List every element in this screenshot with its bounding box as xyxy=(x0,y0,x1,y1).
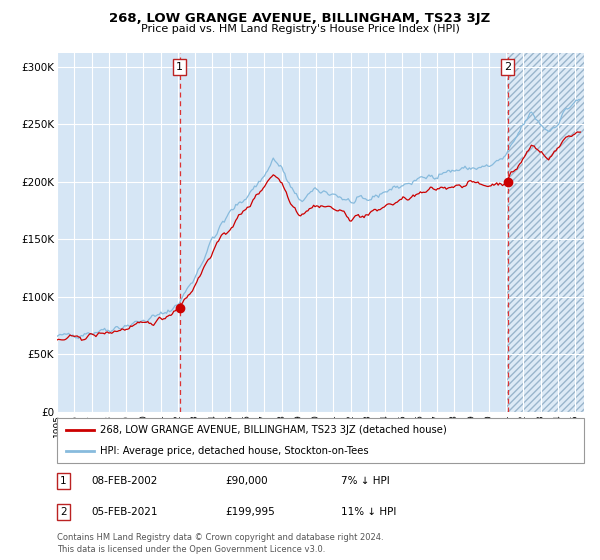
Text: 08-FEB-2002: 08-FEB-2002 xyxy=(91,476,158,486)
Text: 2: 2 xyxy=(60,507,67,517)
Text: HPI: Average price, detached house, Stockton-on-Tees: HPI: Average price, detached house, Stoc… xyxy=(100,446,369,456)
FancyBboxPatch shape xyxy=(57,418,584,463)
Text: £199,995: £199,995 xyxy=(226,507,275,517)
Text: 05-FEB-2021: 05-FEB-2021 xyxy=(91,507,158,517)
Text: 7% ↓ HPI: 7% ↓ HPI xyxy=(341,476,390,486)
Text: £90,000: £90,000 xyxy=(226,476,268,486)
Text: Contains HM Land Registry data © Crown copyright and database right 2024.
This d: Contains HM Land Registry data © Crown c… xyxy=(57,533,383,554)
Text: 11% ↓ HPI: 11% ↓ HPI xyxy=(341,507,397,517)
Text: Price paid vs. HM Land Registry's House Price Index (HPI): Price paid vs. HM Land Registry's House … xyxy=(140,24,460,34)
Text: 2: 2 xyxy=(504,62,511,72)
Text: 1: 1 xyxy=(176,62,183,72)
Text: 268, LOW GRANGE AVENUE, BILLINGHAM, TS23 3JZ: 268, LOW GRANGE AVENUE, BILLINGHAM, TS23… xyxy=(109,12,491,25)
Text: 268, LOW GRANGE AVENUE, BILLINGHAM, TS23 3JZ (detached house): 268, LOW GRANGE AVENUE, BILLINGHAM, TS23… xyxy=(100,426,447,436)
Text: 1: 1 xyxy=(60,476,67,486)
